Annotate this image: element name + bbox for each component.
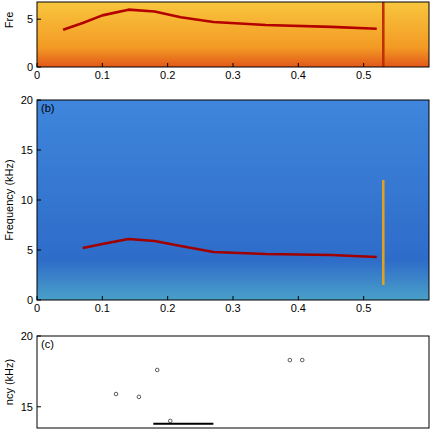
- x-tick-label: 0.5: [356, 69, 371, 81]
- line: [382, 2, 385, 67]
- x-tick: [102, 63, 103, 67]
- line: [63, 10, 377, 30]
- y-tick-label: 15: [21, 401, 33, 413]
- point: [168, 419, 172, 423]
- panel: 0 0.1 0.2 0.3 0.4 0.5 0 5 10 15 20 (b) Frequency (kH…: [3, 94, 429, 314]
- x-tick-label: 0.4: [291, 302, 306, 314]
- marks: [114, 358, 304, 423]
- plot-background: [37, 2, 429, 67]
- line: [153, 423, 213, 425]
- y-tick: [37, 19, 41, 20]
- y-tick-label: 15: [21, 144, 33, 156]
- panel: 15 20 (c) ncy (kHz): [3, 330, 429, 428]
- x-tick: [363, 296, 364, 300]
- marks: [83, 180, 384, 285]
- x-tick: [37, 296, 38, 300]
- x-tick-label: 0.1: [95, 69, 110, 81]
- x-tick-label: 0.5: [356, 302, 371, 314]
- figure: 0 0.1 0.2 0.3 0.4 0.5 0 5 Fre 0 0.1 0.2 0.3 0.4 0.5 0 5 1…: [0, 0, 432, 432]
- y-tick: [37, 406, 41, 407]
- x-tick: [233, 296, 234, 300]
- x-tick: [167, 63, 168, 67]
- point: [288, 358, 292, 362]
- x-tick: [298, 63, 299, 67]
- y-tick: [37, 300, 41, 301]
- x-tick: [167, 296, 168, 300]
- x-tick: [363, 63, 364, 67]
- x-tick-label: 0: [34, 302, 40, 314]
- x-tick-label: 0.1: [95, 302, 110, 314]
- y-tick: [37, 336, 41, 337]
- y-tick-label: 10: [21, 194, 33, 206]
- marks: [63, 2, 383, 67]
- point: [137, 395, 141, 399]
- y-tick-label: 20: [21, 330, 33, 342]
- frame: [37, 2, 429, 67]
- y-tick-label: 20: [21, 94, 33, 106]
- panel: 0 0.1 0.2 0.3 0.4 0.5 0 5 Fre: [3, 2, 429, 81]
- y-axis-title: ncy (kHz): [3, 359, 15, 405]
- y-tick-label: 5: [27, 13, 33, 25]
- point: [114, 392, 118, 396]
- x-tick: [102, 296, 103, 300]
- plot-background: [37, 100, 429, 300]
- point: [155, 368, 159, 372]
- y-tick-label: 0: [27, 61, 33, 73]
- y-tick: [37, 67, 41, 68]
- x-tick: [233, 63, 234, 67]
- point: [300, 358, 304, 362]
- frame: [37, 100, 429, 300]
- y-tick-label: 0: [27, 294, 33, 306]
- x-tick-label: 0.3: [225, 69, 240, 81]
- x-tick: [298, 296, 299, 300]
- x-tick-label: 0.2: [160, 302, 175, 314]
- line: [83, 239, 377, 257]
- y-tick: [37, 150, 41, 151]
- y-axis-title: Frequency (kHz): [3, 159, 15, 240]
- line: [382, 180, 385, 285]
- y-tick: [37, 250, 41, 251]
- x-tick-label: 0.4: [291, 69, 306, 81]
- plot-background: [37, 336, 429, 428]
- panel-label: (c): [41, 338, 54, 350]
- panel-label: (b): [41, 102, 54, 114]
- y-axis-title: Fre: [3, 12, 15, 29]
- x-tick-label: 0: [34, 69, 40, 81]
- y-tick: [37, 200, 41, 201]
- frame: [37, 336, 429, 428]
- y-tick: [37, 100, 41, 101]
- x-tick-label: 0.2: [160, 69, 175, 81]
- x-tick-label: 0.3: [225, 302, 240, 314]
- y-tick-label: 5: [27, 244, 33, 256]
- x-tick: [37, 63, 38, 67]
